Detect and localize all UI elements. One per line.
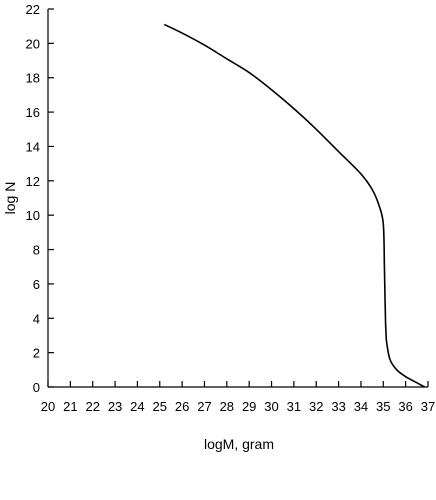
x-tick-label: 22 bbox=[85, 399, 99, 414]
x-tick-label: 34 bbox=[354, 399, 368, 414]
y-tick-label: 20 bbox=[26, 36, 40, 51]
y-tick-label: 18 bbox=[26, 71, 40, 86]
x-tick-label: 35 bbox=[376, 399, 390, 414]
y-tick-label: 8 bbox=[33, 243, 40, 258]
axes bbox=[47, 9, 428, 388]
y-tick-label: 6 bbox=[33, 277, 40, 292]
x-tick-label: 25 bbox=[153, 399, 167, 414]
x-axis-title: logM, gram bbox=[204, 436, 274, 452]
y-tick-label: 0 bbox=[33, 380, 40, 395]
x-tick-label: 21 bbox=[63, 399, 77, 414]
x-tick-label: 26 bbox=[175, 399, 189, 414]
y-tick-label: 16 bbox=[26, 105, 40, 120]
x-tick-label: 29 bbox=[242, 399, 256, 414]
x-tick-label: 24 bbox=[130, 399, 144, 414]
x-tick-label: 23 bbox=[108, 399, 122, 414]
x-tick-label: 32 bbox=[309, 399, 323, 414]
y-tick-label: 10 bbox=[26, 208, 40, 223]
x-tick-label: 36 bbox=[398, 399, 412, 414]
y-axis-title: log N bbox=[2, 182, 18, 215]
y-tick-label: 4 bbox=[33, 311, 40, 326]
x-tick-label: 37 bbox=[421, 399, 435, 414]
x-tick-label: 20 bbox=[41, 399, 55, 414]
x-tick-label: 31 bbox=[287, 399, 301, 414]
x-tick-label: 30 bbox=[264, 399, 278, 414]
x-tick-label: 33 bbox=[331, 399, 345, 414]
y-tick-label: 22 bbox=[26, 2, 40, 17]
x-ticks: 20 21 22 23 24 25 26 27 28 29 30 31 32 33 34 35 36 37 bbox=[41, 381, 435, 414]
x-tick-label: 27 bbox=[197, 399, 211, 414]
y-tick-label: 12 bbox=[26, 174, 40, 189]
y-tick-label: 2 bbox=[33, 346, 40, 361]
series-group bbox=[163, 23, 426, 388]
x-tick-label: 28 bbox=[220, 399, 234, 414]
y-tick-label: 14 bbox=[26, 139, 40, 154]
y-ticks: 0 2 4 6 8 10 12 14 16 18 20 22 bbox=[26, 2, 54, 395]
series-line-0 bbox=[163, 23, 426, 388]
